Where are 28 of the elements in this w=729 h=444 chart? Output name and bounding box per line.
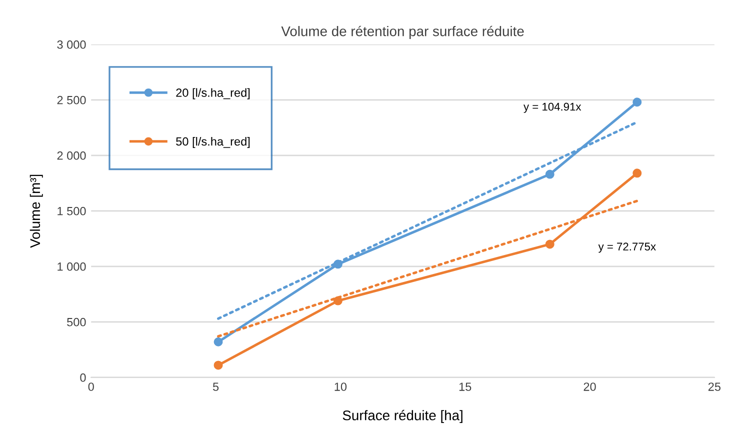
annotation: y = 72.775x — [598, 242, 656, 253]
x-tick-label: 10 — [334, 382, 347, 391]
chart-title: Volume de rétention par surface réduite — [281, 26, 524, 39]
annotation: y = 104.91x — [524, 102, 582, 113]
point — [545, 170, 554, 179]
y-tick-label: 1 000 — [58, 262, 86, 271]
point — [333, 260, 342, 269]
x-tick-label: 25 — [708, 382, 720, 391]
point — [333, 296, 342, 306]
point — [214, 360, 223, 370]
y-tick-label: 2 500 — [57, 96, 86, 104]
x-axis-title: Surface réduite [ha] — [342, 410, 462, 424]
y-tick-label: 500 — [67, 318, 86, 326]
point — [214, 337, 223, 346]
x-tick-label: 5 — [212, 382, 219, 391]
x-tick-label: 20 — [584, 382, 596, 391]
y-axis-title: Volume [m³] — [30, 174, 43, 248]
legend-label: 50 [l/s.ha_red] — [176, 136, 250, 148]
point — [545, 240, 554, 249]
y-tick-label: 2 000 — [57, 151, 86, 160]
x-tick-label: 15 — [459, 382, 472, 391]
x-tick-label: 0 — [88, 382, 94, 391]
point — [632, 98, 642, 107]
point — [632, 168, 642, 178]
y-tick-label: 0 — [80, 373, 86, 382]
y-tick-label: 1 500 — [58, 206, 86, 216]
legend-label: 20 [l/s.ha_red] — [176, 88, 250, 100]
y-tick-label: 3 000 — [57, 40, 86, 49]
